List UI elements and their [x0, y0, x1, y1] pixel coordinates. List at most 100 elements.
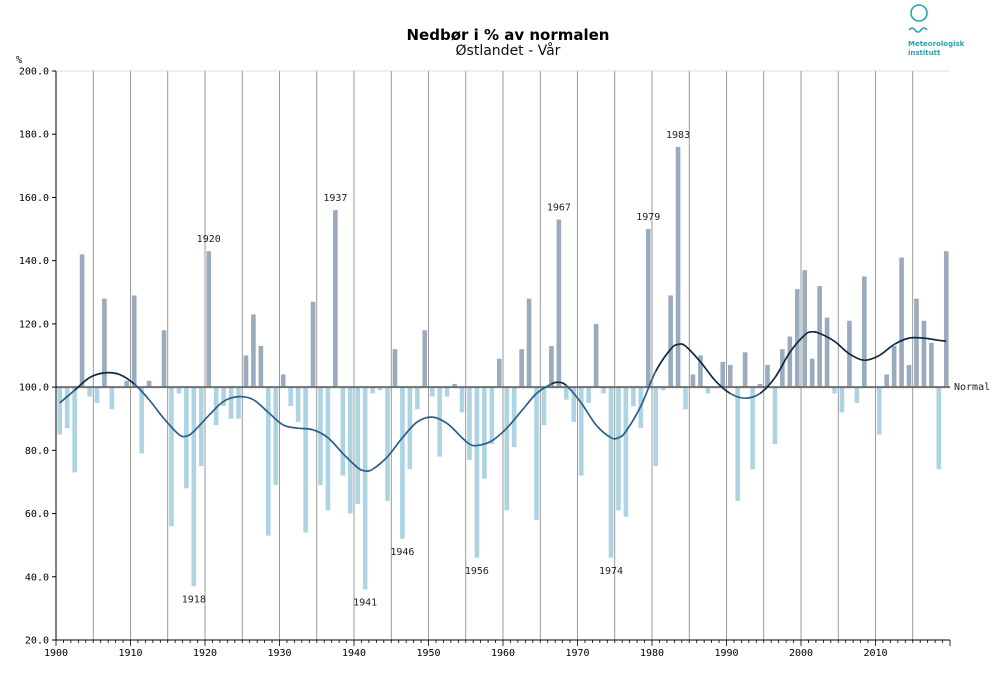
annotation-1974: 1974	[599, 566, 623, 577]
chart-title: Nedbør i % av normalen	[407, 26, 610, 44]
bar-1927	[258, 346, 264, 388]
bar-1941	[362, 387, 368, 590]
bar-1936	[325, 387, 331, 511]
curve-segment-40	[595, 424, 612, 439]
curve-segment-34	[520, 392, 538, 412]
curve-segment-32	[491, 427, 508, 442]
curve-segment-62	[878, 343, 895, 357]
bar-1910	[131, 295, 137, 388]
curve-segment-11	[208, 400, 225, 417]
curve-segment-50	[714, 380, 731, 395]
curve-segment-22	[365, 468, 374, 472]
bar-2004	[832, 387, 837, 394]
bar-2013	[899, 257, 904, 388]
curve-segment-31	[476, 440, 493, 447]
curve-segment-60	[848, 353, 865, 362]
bar-1970	[578, 387, 584, 476]
logo-sun-icon	[910, 4, 928, 22]
curve-segment-45	[654, 348, 672, 372]
curve-segment-27	[432, 416, 448, 425]
y-tick-label-40.0: 40.0	[25, 572, 49, 583]
bar-1907	[109, 387, 115, 410]
y-tick-label-120.0: 120.0	[19, 319, 49, 330]
bar-1972	[593, 323, 599, 388]
bar-2003	[824, 317, 830, 388]
bar-1987	[705, 387, 711, 394]
bar-1969	[571, 387, 577, 422]
bar-2018	[936, 387, 942, 470]
bar-1951	[437, 387, 442, 457]
curve-segment-64	[908, 336, 924, 339]
bar-1984	[683, 387, 688, 410]
bar-1924	[236, 387, 241, 419]
bar-1931	[288, 387, 293, 407]
x-tick-label-1930: 1930	[267, 648, 291, 659]
curve-segment-3	[104, 371, 120, 376]
bar-1912	[146, 380, 152, 388]
curve-segment-8	[178, 433, 187, 438]
bar-2002	[817, 285, 822, 388]
bar-1952	[444, 387, 450, 397]
curve-segment-0	[59, 389, 76, 404]
annotation-1920: 1920	[197, 234, 221, 245]
curve-segment-56	[804, 330, 813, 336]
curve-segment-9	[186, 430, 195, 437]
bar-1981	[660, 387, 666, 391]
bar-1980	[653, 387, 659, 467]
bar-1901	[64, 387, 70, 429]
curve-segment-65	[923, 337, 939, 342]
bar-1997	[780, 349, 785, 388]
curve-segment-49	[699, 361, 716, 382]
curve-segment-52	[745, 392, 761, 400]
curve-segment-41	[610, 436, 619, 440]
bar-1914	[161, 330, 167, 388]
bar-1950	[429, 387, 435, 397]
curve-segment-21	[357, 467, 366, 472]
bar-1990	[727, 364, 733, 388]
bar-1985	[690, 374, 696, 388]
bar-1973	[601, 387, 606, 394]
bar-1944	[385, 387, 390, 501]
bar-2014	[906, 364, 912, 388]
x-tick-label-2010: 2010	[863, 648, 887, 659]
curve-segment-63	[893, 337, 910, 346]
bar-1926	[251, 314, 256, 388]
annotation-1941: 1941	[353, 597, 377, 608]
baseline: Normal	[56, 382, 990, 393]
curve-segment-28	[446, 422, 463, 439]
y-tick-label-180.0: 180.0	[19, 130, 49, 141]
x-tick-label-1900: 1900	[44, 648, 68, 659]
bar-1946	[400, 387, 405, 539]
curve-segment-54	[774, 351, 791, 379]
x-tick-label-1940: 1940	[342, 648, 366, 659]
bar-1929	[273, 387, 279, 486]
bar-1982	[668, 295, 673, 388]
bar-1958	[489, 387, 495, 445]
bar-1971	[586, 387, 591, 403]
bar-1902	[72, 387, 77, 473]
x-tick-label-1970: 1970	[565, 648, 589, 659]
bar-2000	[802, 270, 808, 388]
curve-segment-4	[119, 373, 135, 385]
curve-segment-57	[812, 330, 820, 335]
bar-1933	[303, 387, 308, 533]
curve-segment-43	[625, 405, 642, 432]
curve-segment-23	[372, 456, 389, 471]
curve-segment-29	[461, 437, 470, 445]
bar-2016	[921, 320, 927, 388]
bar-2005	[839, 387, 845, 413]
y-tick-label-80.0: 80.0	[25, 446, 49, 457]
bar-1930	[280, 374, 286, 388]
x-tick-label-1960: 1960	[491, 648, 515, 659]
bar-1942	[370, 387, 375, 394]
bar-1999	[794, 289, 800, 388]
curve-segment-44	[640, 370, 657, 407]
bar-1904	[87, 387, 92, 397]
x-tick-label-1920: 1920	[193, 648, 217, 659]
bar-1919	[198, 387, 204, 467]
bar-1945	[392, 349, 398, 388]
bar-2007	[854, 387, 860, 403]
bar-1938	[340, 387, 346, 476]
curve-segment-42	[618, 430, 627, 439]
bar-1935	[318, 387, 323, 486]
